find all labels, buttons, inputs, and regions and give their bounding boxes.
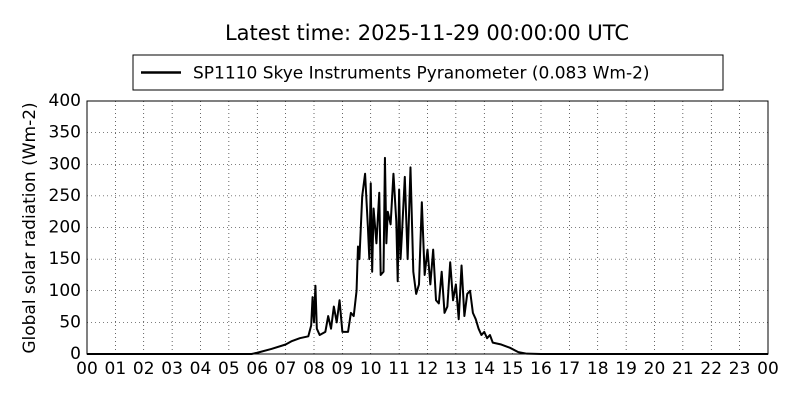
y-tick-label: 150 <box>49 249 81 269</box>
x-tick-label: 07 <box>275 359 297 379</box>
y-tick-label: 400 <box>49 91 81 111</box>
x-tick-label: 01 <box>105 359 127 379</box>
x-tick-label: 11 <box>388 359 410 379</box>
x-tick-label: 14 <box>473 359 495 379</box>
x-tick-label: 02 <box>133 359 155 379</box>
x-tick-label: 05 <box>218 359 240 379</box>
plot-frame <box>86 100 769 355</box>
y-tick-label: 250 <box>49 186 81 206</box>
legend-label: SP1110 Skye Instruments Pyranometer (0.0… <box>193 64 650 84</box>
x-tick-label: 23 <box>729 359 751 379</box>
x-tick-label: 03 <box>161 359 183 379</box>
x-tick-label: 18 <box>587 359 609 379</box>
y-tick-label: 100 <box>49 281 81 301</box>
chart-title: Latest time: 2025-11-29 00:00:00 UTC <box>225 21 629 45</box>
x-tick-label: 04 <box>190 359 212 379</box>
x-tick-label: 13 <box>445 359 467 379</box>
x-tick-label: 17 <box>559 359 581 379</box>
data-line <box>87 156 768 355</box>
x-tick-label: 19 <box>615 359 637 379</box>
x-tick-label: 15 <box>502 359 524 379</box>
x-tick-label: 08 <box>303 359 325 379</box>
x-tick-label: 09 <box>332 359 354 379</box>
x-tick-label: 16 <box>530 359 552 379</box>
x-tick-label: 06 <box>246 359 268 379</box>
x-tick-label: 00 <box>757 359 779 379</box>
y-tick-label: 200 <box>49 218 81 238</box>
x-tick-label: 20 <box>644 359 666 379</box>
x-tick-label: 12 <box>417 359 439 379</box>
y-tick-label: 50 <box>59 312 81 332</box>
legend-box <box>132 54 724 91</box>
y-tick-label: 0 <box>70 344 81 364</box>
y-tick-label: 300 <box>49 154 81 174</box>
y-axis-label: Global solar radiation (Wm-2) <box>20 102 40 353</box>
x-tick-label: 10 <box>360 359 382 379</box>
x-tick-label: 22 <box>700 359 722 379</box>
y-tick-label: 350 <box>49 123 81 143</box>
x-tick-label: 21 <box>672 359 694 379</box>
x-tick-label: 00 <box>76 359 98 379</box>
